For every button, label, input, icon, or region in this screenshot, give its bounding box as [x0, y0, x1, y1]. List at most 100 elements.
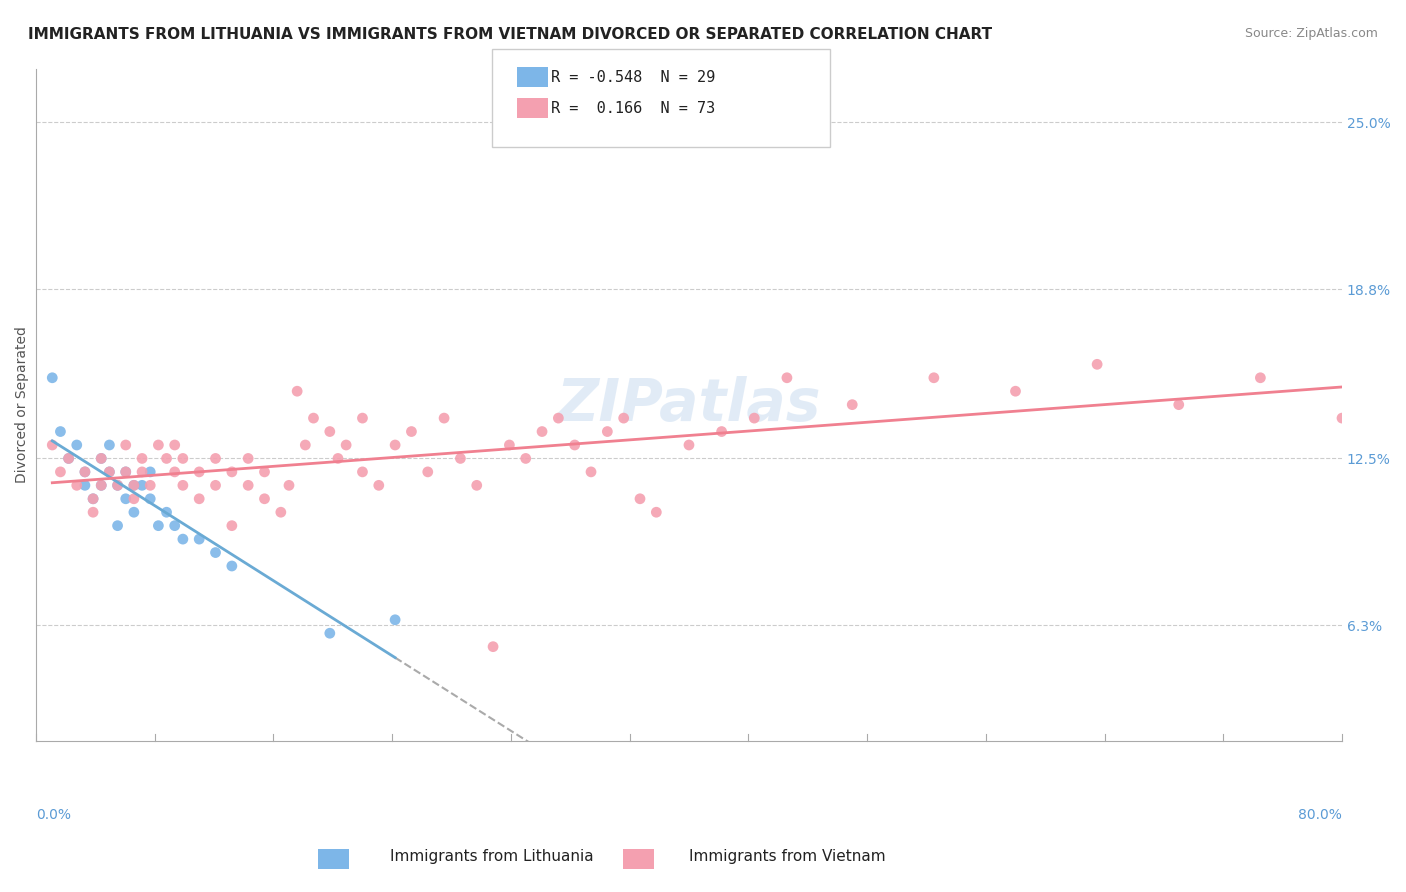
Point	[253, 491, 276, 506]
Point	[49, 425, 72, 439]
Point	[163, 465, 186, 479]
Text: Immigrants from Vietnam: Immigrants from Vietnam	[689, 849, 886, 863]
Point	[90, 451, 112, 466]
Point	[98, 438, 121, 452]
Text: Source: ZipAtlas.com: Source: ZipAtlas.com	[1244, 27, 1378, 40]
Point	[1004, 384, 1026, 399]
Point	[131, 465, 153, 479]
Text: R =  0.166  N = 73: R = 0.166 N = 73	[551, 101, 716, 116]
Text: 0.0%: 0.0%	[37, 808, 70, 822]
Point	[1249, 371, 1271, 385]
Point	[163, 518, 186, 533]
Point	[114, 465, 136, 479]
Point	[238, 478, 260, 492]
Point	[221, 465, 243, 479]
Point	[1330, 411, 1353, 425]
Point	[302, 411, 325, 425]
Point	[482, 640, 505, 654]
Point	[90, 451, 112, 466]
Point	[465, 478, 488, 492]
Point	[90, 478, 112, 492]
Point	[114, 438, 136, 452]
Point	[49, 465, 72, 479]
Point	[73, 478, 96, 492]
Text: ZIPatlas: ZIPatlas	[557, 376, 821, 434]
Point	[41, 371, 63, 385]
Point	[204, 478, 226, 492]
Point	[433, 411, 456, 425]
Point	[148, 438, 170, 452]
Text: Immigrants from Lithuania: Immigrants from Lithuania	[391, 849, 593, 863]
Point	[204, 545, 226, 559]
Point	[73, 465, 96, 479]
Point	[384, 438, 406, 452]
Y-axis label: Divorced or Separated: Divorced or Separated	[15, 326, 30, 483]
Point	[416, 465, 439, 479]
Point	[114, 465, 136, 479]
Point	[172, 451, 194, 466]
Point	[114, 491, 136, 506]
Point	[294, 438, 316, 452]
Point	[221, 518, 243, 533]
Point	[204, 451, 226, 466]
Point	[73, 465, 96, 479]
Point	[122, 505, 145, 519]
Point	[139, 465, 162, 479]
Point	[58, 451, 80, 466]
Point	[148, 518, 170, 533]
Point	[139, 491, 162, 506]
Point	[613, 411, 636, 425]
Point	[90, 478, 112, 492]
Point	[238, 451, 260, 466]
Point	[131, 478, 153, 492]
Point	[531, 425, 554, 439]
Point	[1167, 398, 1189, 412]
Point	[155, 451, 177, 466]
Point	[628, 491, 651, 506]
Point	[367, 478, 389, 492]
Point	[841, 398, 863, 412]
Point	[547, 411, 569, 425]
Point	[596, 425, 619, 439]
Point	[922, 371, 945, 385]
Point	[131, 451, 153, 466]
Point	[742, 411, 765, 425]
Point	[270, 505, 292, 519]
Text: R = -0.548  N = 29: R = -0.548 N = 29	[551, 70, 716, 85]
Point	[122, 478, 145, 492]
Point	[82, 505, 104, 519]
Point	[82, 491, 104, 506]
Point	[172, 478, 194, 492]
Point	[564, 438, 586, 452]
Point	[710, 425, 733, 439]
Point	[66, 478, 89, 492]
Point	[139, 478, 162, 492]
Point	[384, 613, 406, 627]
Point	[776, 371, 799, 385]
Point	[352, 465, 374, 479]
Point	[278, 478, 301, 492]
Point	[498, 438, 520, 452]
Point	[58, 451, 80, 466]
Point	[253, 465, 276, 479]
Point	[1085, 357, 1108, 371]
Point	[319, 626, 342, 640]
Point	[155, 505, 177, 519]
Point	[401, 425, 423, 439]
Point	[678, 438, 700, 452]
Point	[188, 491, 211, 506]
Point	[335, 438, 357, 452]
Point	[579, 465, 602, 479]
Point	[82, 491, 104, 506]
Point	[107, 478, 129, 492]
Point	[98, 465, 121, 479]
Point	[188, 532, 211, 546]
Point	[188, 465, 211, 479]
Point	[98, 465, 121, 479]
Point	[285, 384, 308, 399]
Point	[41, 438, 63, 452]
Point	[172, 532, 194, 546]
Point	[352, 411, 374, 425]
Point	[319, 425, 342, 439]
Point	[107, 478, 129, 492]
